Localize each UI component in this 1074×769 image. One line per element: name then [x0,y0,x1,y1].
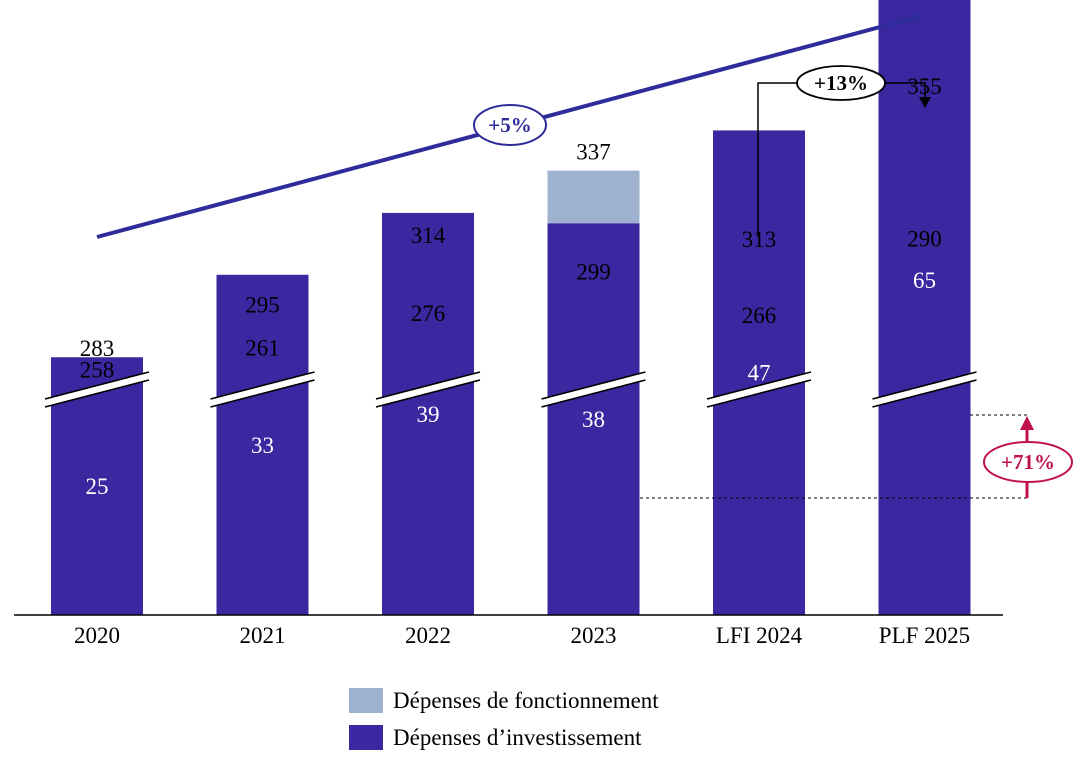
bar-investissement-2023 [547,223,640,615]
break-line-lower-2020 [44,379,150,408]
x-tick-2021: 2021 [240,623,286,648]
growth-arrowhead [1020,416,1034,430]
trend-badge [473,104,547,146]
break-line-upper-lfi-2024 [706,371,812,400]
label-fonctionnement-2023: 299 [576,259,611,284]
lfi-plf-badge-text: +13% [814,71,868,95]
axis-break-marks [44,371,977,408]
x-tick-plf-2025: PLF 2025 [879,623,970,648]
bars-layer [51,0,971,616]
x-tick-labels: 2020 2021 2022 2023 LFI 2024 PLF 2025 [74,623,970,648]
break-line-upper-2020 [44,371,150,400]
bar-fonctionnement-2023 [547,170,640,224]
growth-badge-text: +71% [1001,450,1055,474]
break-gap-2021 [210,372,315,407]
label-fonctionnement-2022: 276 [411,301,446,326]
legend-label-fonctionnement: Dépenses de fonctionnement [393,688,659,713]
label-total-2020: 283 [80,336,115,361]
break-line-upper-plf-2025 [872,371,977,400]
break-line-upper-2022 [375,371,481,400]
lfi-plf-badge [796,65,886,101]
break-line-lower-2023 [541,379,646,408]
break-gap-2020 [45,372,149,407]
label-investissement-2023: 38 [582,407,605,432]
label-fonctionnement-plf-2025: 290 [907,227,942,252]
break-line-upper-2021 [210,371,315,400]
x-tick-2020: 2020 [74,623,120,648]
break-line-lower-plf-2025 [872,379,977,408]
break-line-lower-lfi-2024 [706,379,812,408]
bar-investissement-lfi-2024 [713,130,805,615]
label-fonctionnement-2020: 258 [80,357,115,382]
label-total-2022: 314 [411,223,446,248]
break-line-upper-2023 [541,371,646,400]
legend-swatch-fonctionnement [349,688,383,713]
label-total-2021: 295 [245,292,280,317]
x-tick-2023: 2023 [571,623,617,648]
break-gap-2023 [541,372,646,407]
legend: Dépenses de fonctionnement Dépenses d’in… [349,688,659,750]
label-investissement-plf-2025: 65 [913,268,936,293]
legend-swatch-investissement [349,725,383,750]
x-tick-lfi-2024: LFI 2024 [716,623,803,648]
legend-label-investissement: Dépenses d’investissement [393,725,642,750]
bar-investissement-2021 [216,274,309,615]
break-line-lower-2022 [375,379,481,408]
break-gap-plf-2025 [872,372,977,407]
break-gap-lfi-2024 [707,372,811,407]
label-investissement-2021: 33 [251,433,274,458]
label-investissement-lfi-2024: 47 [748,361,771,386]
label-investissement-2022: 39 [417,402,440,427]
lfi-plf-arrowhead [919,97,931,108]
label-total-lfi-2024: 313 [742,227,777,252]
trend-badge-text: +5% [488,113,531,137]
label-investissement-2020: 25 [86,474,109,499]
growth-badge [983,441,1073,483]
x-tick-2022: 2022 [405,623,451,648]
label-fonctionnement-2021: 261 [245,336,280,361]
label-fonctionnement-lfi-2024: 266 [742,303,777,328]
label-total-2023: 337 [576,140,611,165]
bar-investissement-2022 [382,212,474,615]
break-gap-2022 [376,372,480,407]
break-line-lower-2021 [210,379,315,408]
